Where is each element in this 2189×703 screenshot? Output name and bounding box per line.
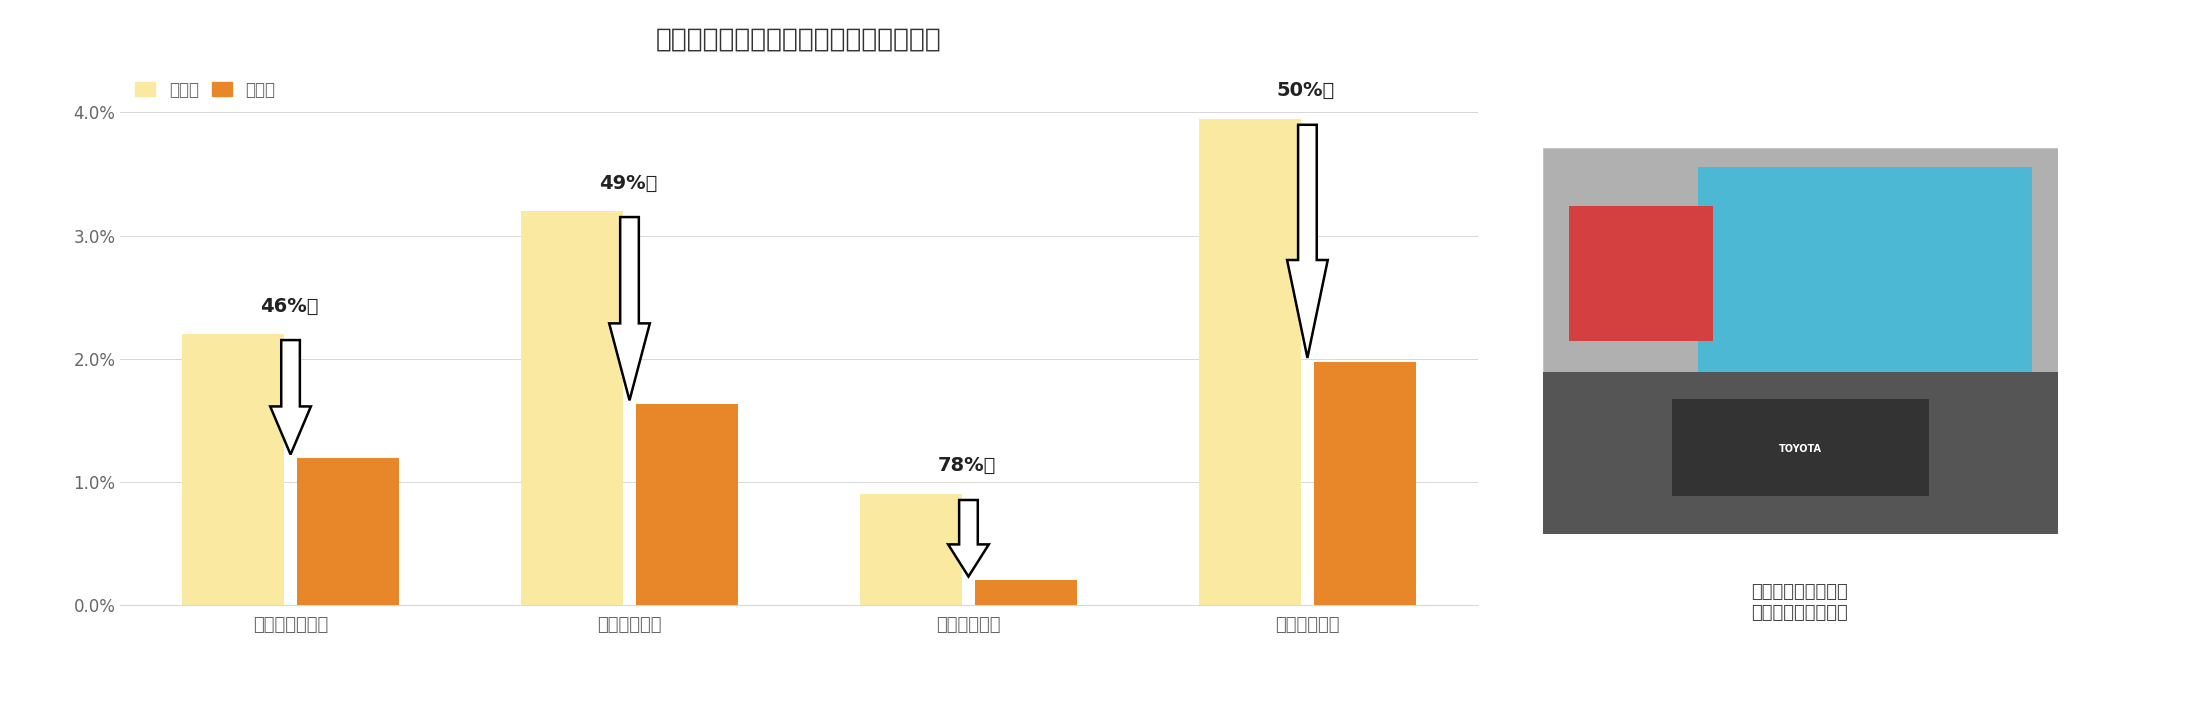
Text: 50%減: 50%減 (1276, 81, 1335, 100)
Title: 危険告知交差点における運転挙動の変化: 危険告知交差点における運転挙動の変化 (657, 27, 941, 53)
Bar (1200, 119, 1300, 605)
FancyBboxPatch shape (1543, 148, 2058, 534)
Bar (1313, 361, 1416, 605)
Bar (860, 494, 961, 605)
Polygon shape (948, 500, 989, 576)
Bar (182, 334, 285, 605)
Polygon shape (269, 340, 311, 454)
Legend: 実証前, 実証後: 実証前, 実証後 (129, 75, 282, 105)
Text: 49%減: 49%減 (598, 174, 657, 193)
Bar (976, 580, 1077, 605)
FancyBboxPatch shape (1672, 399, 1929, 496)
Text: 46%減: 46%減 (260, 297, 317, 316)
FancyBboxPatch shape (1543, 372, 2058, 534)
Text: 78%減: 78%減 (937, 456, 996, 475)
Bar (637, 404, 738, 605)
Polygon shape (609, 217, 650, 400)
Text: TOYOTA: TOYOTA (1780, 444, 1821, 454)
Bar (521, 211, 622, 605)
Bar (298, 458, 398, 605)
FancyBboxPatch shape (1570, 206, 1714, 341)
Text: かわいいイラストで
運転状況をお知らせ: かわいいイラストで 運転状況をお知らせ (1751, 583, 1848, 622)
FancyBboxPatch shape (1699, 167, 2031, 380)
Polygon shape (1287, 125, 1329, 358)
